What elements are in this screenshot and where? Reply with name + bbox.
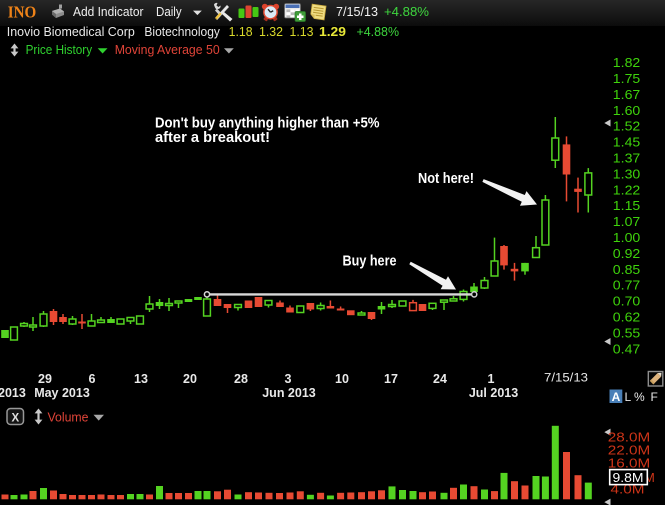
- svg-text:1.52: 1.52: [613, 120, 641, 134]
- svg-text:1: 1: [488, 372, 495, 386]
- svg-text:+4.88%: +4.88%: [384, 4, 429, 19]
- svg-text:F: F: [651, 390, 658, 404]
- svg-text:1.45: 1.45: [613, 136, 641, 150]
- svg-text:3: 3: [285, 372, 292, 386]
- svg-text:2013: 2013: [0, 386, 26, 400]
- svg-text:1.07: 1.07: [613, 215, 641, 229]
- svg-text:24: 24: [433, 372, 447, 386]
- svg-text:Jul 2013: Jul 2013: [469, 386, 518, 400]
- svg-text:13: 13: [134, 372, 148, 386]
- svg-text:Price History: Price History: [26, 42, 93, 57]
- svg-text:%: %: [634, 390, 645, 404]
- svg-text:0.62: 0.62: [613, 311, 641, 325]
- svg-text:Daily: Daily: [156, 4, 182, 19]
- svg-text:1.29: 1.29: [319, 25, 346, 39]
- svg-text:INO: INO: [8, 2, 37, 21]
- svg-text:0.92: 0.92: [613, 247, 641, 261]
- svg-text:0.70: 0.70: [613, 295, 641, 309]
- svg-text:0.47: 0.47: [613, 342, 641, 356]
- svg-text:9.8M: 9.8M: [613, 470, 644, 485]
- svg-text:0.85: 0.85: [613, 263, 641, 277]
- svg-text:Inovio Biomedical Corp: Inovio Biomedical Corp: [7, 25, 135, 39]
- svg-text:Add Indicator: Add Indicator: [73, 4, 144, 19]
- svg-text:1.60: 1.60: [613, 104, 641, 118]
- svg-text:Moving Average 50: Moving Average 50: [115, 42, 220, 57]
- svg-text:1.67: 1.67: [613, 88, 641, 102]
- svg-text:7/15/13: 7/15/13: [336, 4, 378, 19]
- svg-text:A: A: [612, 390, 621, 404]
- svg-text:7/15/13: 7/15/13: [544, 373, 588, 385]
- svg-text:Not here!: Not here!: [418, 171, 474, 187]
- svg-text:0.55: 0.55: [613, 326, 641, 340]
- svg-text:20: 20: [183, 372, 197, 386]
- svg-text:28.0M: 28.0M: [608, 430, 651, 445]
- svg-text:22.0M: 22.0M: [608, 443, 651, 458]
- svg-text:Biotechnology: Biotechnology: [144, 25, 220, 39]
- svg-text:1.37: 1.37: [613, 152, 641, 166]
- svg-text:1.82: 1.82: [613, 56, 641, 70]
- svg-text:Volume: Volume: [48, 410, 89, 425]
- svg-text:1.22: 1.22: [613, 183, 641, 197]
- svg-text:1.15: 1.15: [613, 199, 641, 213]
- svg-text:1.13: 1.13: [290, 25, 314, 39]
- svg-text:28: 28: [234, 372, 248, 386]
- svg-text:May 2013: May 2013: [34, 386, 90, 400]
- svg-text:Buy here: Buy here: [343, 254, 397, 270]
- svg-text:X: X: [11, 413, 19, 425]
- svg-text:Don't buy anything higher than: Don't buy anything higher than +5%: [155, 116, 380, 132]
- svg-text:0.77: 0.77: [613, 279, 641, 293]
- svg-text:1.18: 1.18: [229, 25, 253, 39]
- svg-text:1.30: 1.30: [613, 167, 641, 181]
- svg-text:+4.88%: +4.88%: [357, 25, 400, 39]
- svg-text:Jun 2013: Jun 2013: [262, 386, 316, 400]
- svg-text:L: L: [625, 390, 632, 404]
- svg-text:1.00: 1.00: [613, 231, 641, 245]
- svg-text:after a breakout!: after a breakout!: [155, 130, 270, 146]
- svg-text:29: 29: [38, 372, 52, 386]
- svg-text:M: M: [644, 470, 655, 485]
- svg-text:1.32: 1.32: [259, 25, 283, 39]
- svg-text:10: 10: [335, 372, 349, 386]
- svg-text:16.0M: 16.0M: [608, 455, 651, 470]
- svg-text:17: 17: [384, 372, 398, 386]
- svg-text:1.75: 1.75: [613, 72, 641, 86]
- svg-text:6: 6: [89, 372, 96, 386]
